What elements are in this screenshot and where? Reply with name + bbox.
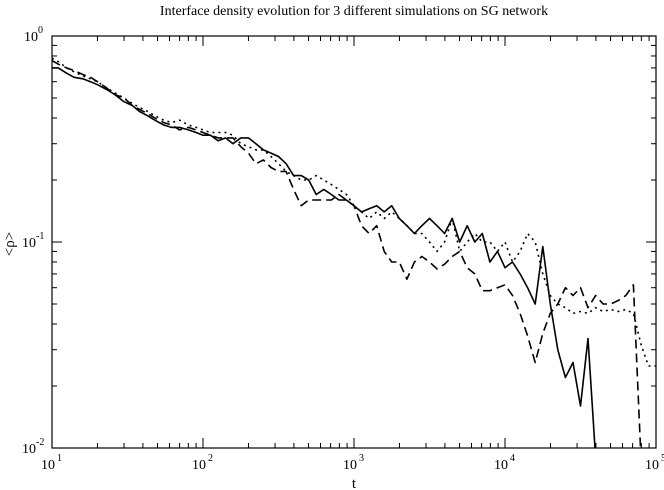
y-tick-exponent: -2 [36, 437, 44, 448]
x-tick-label: 10 [645, 458, 659, 473]
y-tick-exponent: -1 [36, 231, 44, 242]
y-tick-label: 10 [22, 236, 36, 251]
plot-frame [51, 35, 657, 449]
y-tick-label: 10 [22, 442, 36, 457]
x-tick-exponent: 3 [359, 453, 364, 464]
series-lines [52, 57, 656, 448]
x-tick-label: 10 [41, 458, 55, 473]
y-tick-exponent: 0 [38, 25, 43, 36]
x-tick-labels: 10 1 10 2 10 3 10 4 10 5 [41, 453, 664, 473]
y-tick-label: 10 [24, 30, 38, 45]
y-axis-label: <ρ> [2, 232, 18, 256]
series-line-dashed [52, 59, 642, 448]
x-axis-label: t [352, 476, 357, 490]
x-tick-label: 10 [343, 458, 357, 473]
x-tick-label: 10 [494, 458, 508, 473]
x-tick-exponent: 5 [661, 453, 664, 464]
x-tick-exponent: 2 [208, 453, 213, 464]
x-tick-exponent: 1 [57, 453, 62, 464]
series-line-solid [52, 67, 596, 448]
chart-title: Interface density evolution for 3 differ… [160, 4, 548, 19]
x-tick-exponent: 4 [510, 453, 515, 464]
axis-ticks [51, 35, 657, 449]
x-tick-label: 10 [192, 458, 206, 473]
series-line-dotted [52, 57, 656, 367]
